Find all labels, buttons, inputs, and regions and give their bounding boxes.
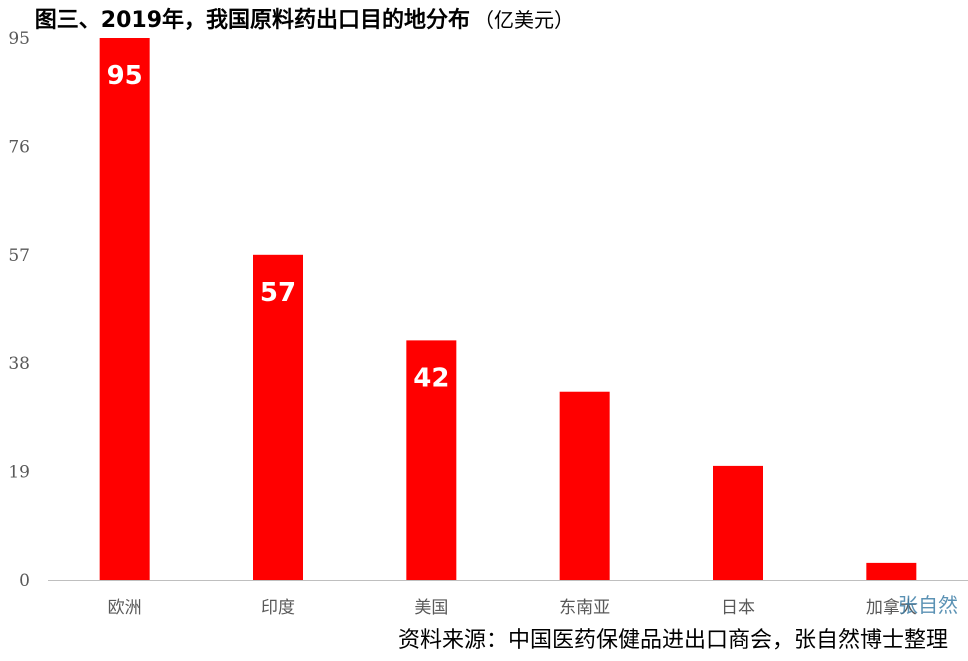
bar [406,340,457,580]
data-label: 95 [107,61,143,91]
y-tick-label: 19 [8,463,30,483]
bars: 95 57 42 [99,38,917,581]
category-label: 美国 [414,598,448,618]
category-label: 欧洲 [108,598,142,618]
y-tick-label: 57 [8,246,30,266]
category-label: 加拿大 [866,597,917,618]
category-label: 日本 [721,598,755,618]
x-axis: 欧洲 印度 美国 东南亚 日本 加拿大 [108,597,917,618]
source-note: 资料来源：中国医药保健品进出口商会，张自然博士整理 [398,628,948,653]
bar [866,562,917,580]
bar [559,391,610,580]
y-tick-label: 0 [19,571,30,591]
y-tick-label: 95 [8,29,30,49]
chart-title: 图三、2019年，我国原料药出口目的地分布 [35,7,470,33]
chart-unit: （亿美元） [474,8,574,32]
category-label: 东南亚 [559,598,610,618]
y-tick-label: 38 [8,354,30,374]
data-label: 57 [260,278,296,308]
y-axis: 0 19 38 57 76 95 [8,29,30,591]
watermark: 张自然 [898,593,958,617]
category-label: 印度 [261,598,295,618]
y-tick-label: 76 [8,137,30,157]
bar [253,254,303,581]
data-label: 42 [413,363,449,393]
bar [99,38,150,580]
bar [713,465,763,580]
